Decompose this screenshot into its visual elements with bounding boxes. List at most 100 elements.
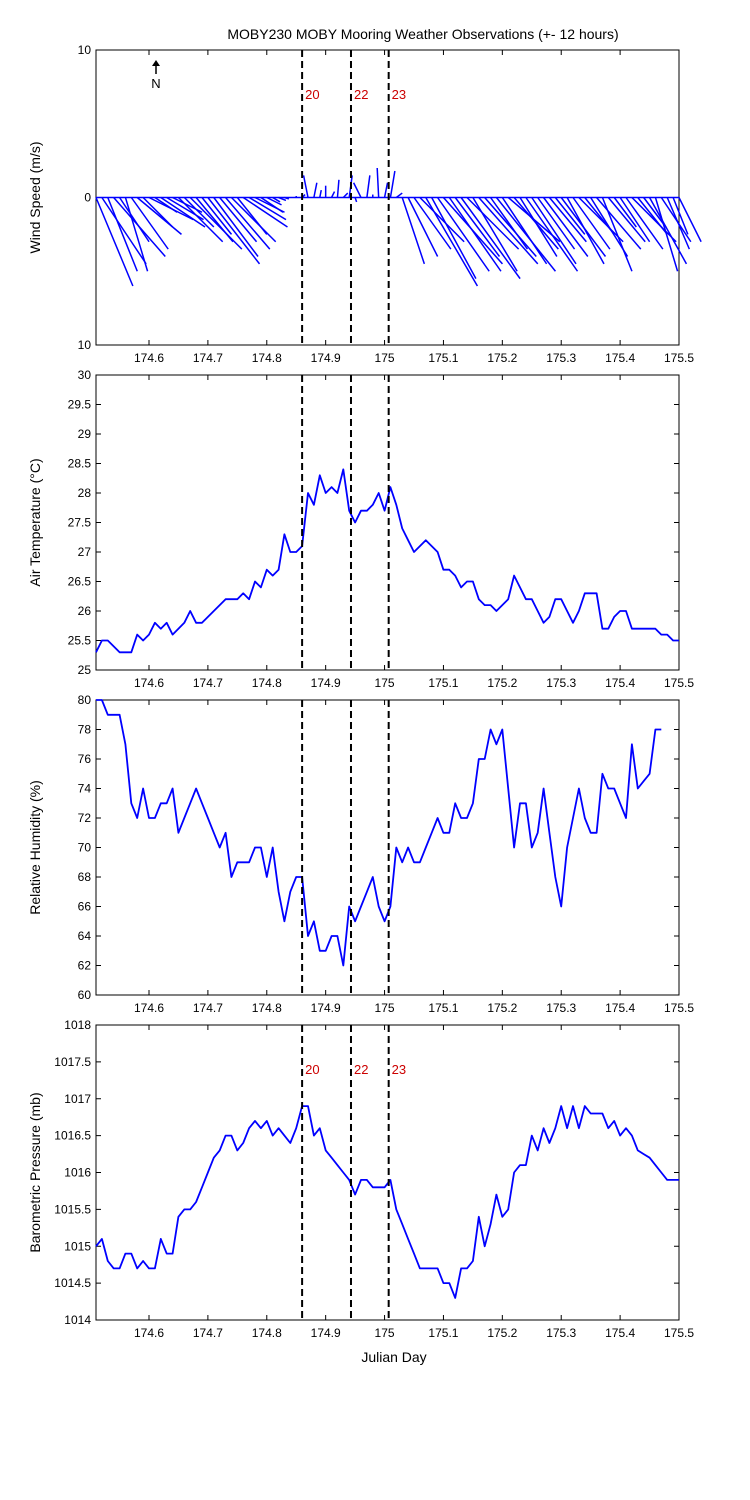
- y-tick-label: 1015: [64, 1239, 91, 1253]
- wind-vector: [448, 197, 502, 272]
- x-tick-label: 174.9: [311, 676, 341, 690]
- y-tick-label: 25.5: [68, 634, 92, 648]
- y-tick-label: 62: [78, 959, 92, 973]
- wind-vector: [101, 197, 147, 265]
- x-tick-label: 175.3: [546, 1001, 576, 1015]
- x-tick-label: 174.6: [134, 676, 164, 690]
- y-axis-label: Wind Speed (m/s): [27, 141, 43, 253]
- event-marker-label: 23: [392, 87, 406, 102]
- wind-vector: [566, 197, 605, 265]
- wind-vector: [302, 175, 309, 198]
- x-tick-label: 174.6: [134, 351, 164, 365]
- wind-vector: [495, 197, 557, 272]
- y-tick-label: 1016.5: [54, 1129, 91, 1143]
- wind-vector: [672, 197, 689, 235]
- wind-vector: [678, 197, 702, 243]
- plot-frame: [95, 374, 680, 671]
- x-tick-label: 175: [375, 1326, 395, 1340]
- y-tick-label: 66: [78, 900, 92, 914]
- wind-vector: [419, 196, 465, 243]
- x-tick-label: 175: [375, 351, 395, 365]
- x-tick-label: 174.7: [193, 676, 223, 690]
- wind-vector: [401, 197, 426, 265]
- plot-frame: [95, 699, 680, 996]
- event-marker-label: 20: [305, 87, 319, 102]
- north-arrow: N: [151, 60, 161, 91]
- wind-vector: [183, 196, 215, 228]
- wind-vector: [466, 196, 520, 250]
- event-marker-label: 22: [354, 87, 368, 102]
- wind-vector: [189, 196, 243, 250]
- wind-vector: [601, 197, 633, 272]
- wind-vector: [531, 197, 577, 265]
- y-axis-label: Barometric Pressure (mb): [27, 1092, 43, 1252]
- wind-vector: [195, 197, 234, 243]
- y-tick-label: 1014: [64, 1313, 91, 1327]
- wind-vector: [107, 197, 138, 272]
- wind-vector: [342, 192, 349, 199]
- north-label: N: [151, 76, 160, 91]
- wind-vector: [625, 197, 664, 250]
- wind-vector: [224, 197, 271, 250]
- wind-vector: [319, 189, 322, 198]
- wind-vector: [478, 197, 539, 265]
- x-tick-label: 174.9: [311, 1326, 341, 1340]
- wind-vector: [460, 197, 521, 280]
- x-tick-label: 175.3: [546, 676, 576, 690]
- y-tick-label: 78: [78, 723, 92, 737]
- wind-vector: [407, 197, 439, 257]
- x-tick-label: 174.7: [193, 351, 223, 365]
- y-tick-label: 64: [78, 929, 92, 943]
- wind-vector: [160, 196, 206, 228]
- wind-vector: [637, 197, 668, 235]
- y-tick-label: 29: [78, 427, 92, 441]
- x-tick-label: 175.5: [664, 676, 694, 690]
- wind-vector: [525, 197, 579, 272]
- y-tick-label: 74: [78, 782, 92, 796]
- wind-vector: [484, 197, 537, 257]
- wind-vector: [666, 197, 691, 250]
- x-tick-label: 174.7: [193, 1326, 223, 1340]
- wind-vector: [266, 196, 282, 206]
- y-tick-label: 25: [78, 663, 92, 677]
- x-tick-label: 175.3: [546, 1326, 576, 1340]
- panel-wind: 174.6 174.7 174.8 174.9 175 175.1 175.2 175.3 17…: [27, 43, 702, 365]
- wind-vector: [519, 197, 558, 257]
- x-tick-label: 174.8: [252, 1326, 282, 1340]
- x-tick-label: 174.8: [252, 351, 282, 365]
- y-tick-label: 1018: [64, 1018, 91, 1032]
- wind-vector: [413, 197, 452, 250]
- wind-vector: [595, 197, 642, 250]
- x-tick-label: 175.4: [605, 1001, 635, 1015]
- wind-vector: [354, 197, 358, 203]
- wind-vector: [154, 196, 178, 213]
- y-tick-label: 60: [78, 988, 92, 1002]
- y-tick-label: 1015.5: [54, 1202, 91, 1216]
- wind-vector: [554, 197, 586, 235]
- wind-vector: [366, 175, 371, 198]
- x-tick-label: 175.1: [428, 1326, 458, 1340]
- plot-frame: [95, 1024, 680, 1321]
- wind-vector: [472, 197, 518, 272]
- wind-vector: [501, 197, 548, 265]
- wind-vector: [572, 197, 611, 250]
- x-tick-label: 175.2: [487, 351, 517, 365]
- x-tick-label: 174.6: [134, 1326, 164, 1340]
- y-tick-label: 76: [78, 752, 92, 766]
- panel-barometric_pressure: 174.6 174.7 174.8 174.9 175 175.1 175.2 175.3 17…: [27, 1018, 694, 1340]
- wind-vector: [578, 196, 624, 243]
- y-tick-label: 72: [78, 811, 92, 825]
- wind-vector: [124, 197, 149, 272]
- y-tick-label: 1016: [64, 1166, 91, 1180]
- x-tick-label: 175.1: [428, 676, 458, 690]
- x-tick-label: 174.9: [311, 351, 341, 365]
- y-axis-label: Air Temperature (°C): [27, 458, 43, 586]
- wind-vector: [236, 197, 268, 235]
- panel-relative_humidity: 174.6 174.7 174.8 174.9 175 175.1 175.2 175.3 17…: [27, 693, 694, 1015]
- x-tick-label: 175.1: [428, 1001, 458, 1015]
- wind-vector: [248, 196, 287, 221]
- series-line: [95, 1105, 679, 1299]
- y-tick-label: 28.5: [68, 457, 92, 471]
- y-tick-label: 68: [78, 870, 92, 884]
- wind-vector: [431, 197, 477, 279]
